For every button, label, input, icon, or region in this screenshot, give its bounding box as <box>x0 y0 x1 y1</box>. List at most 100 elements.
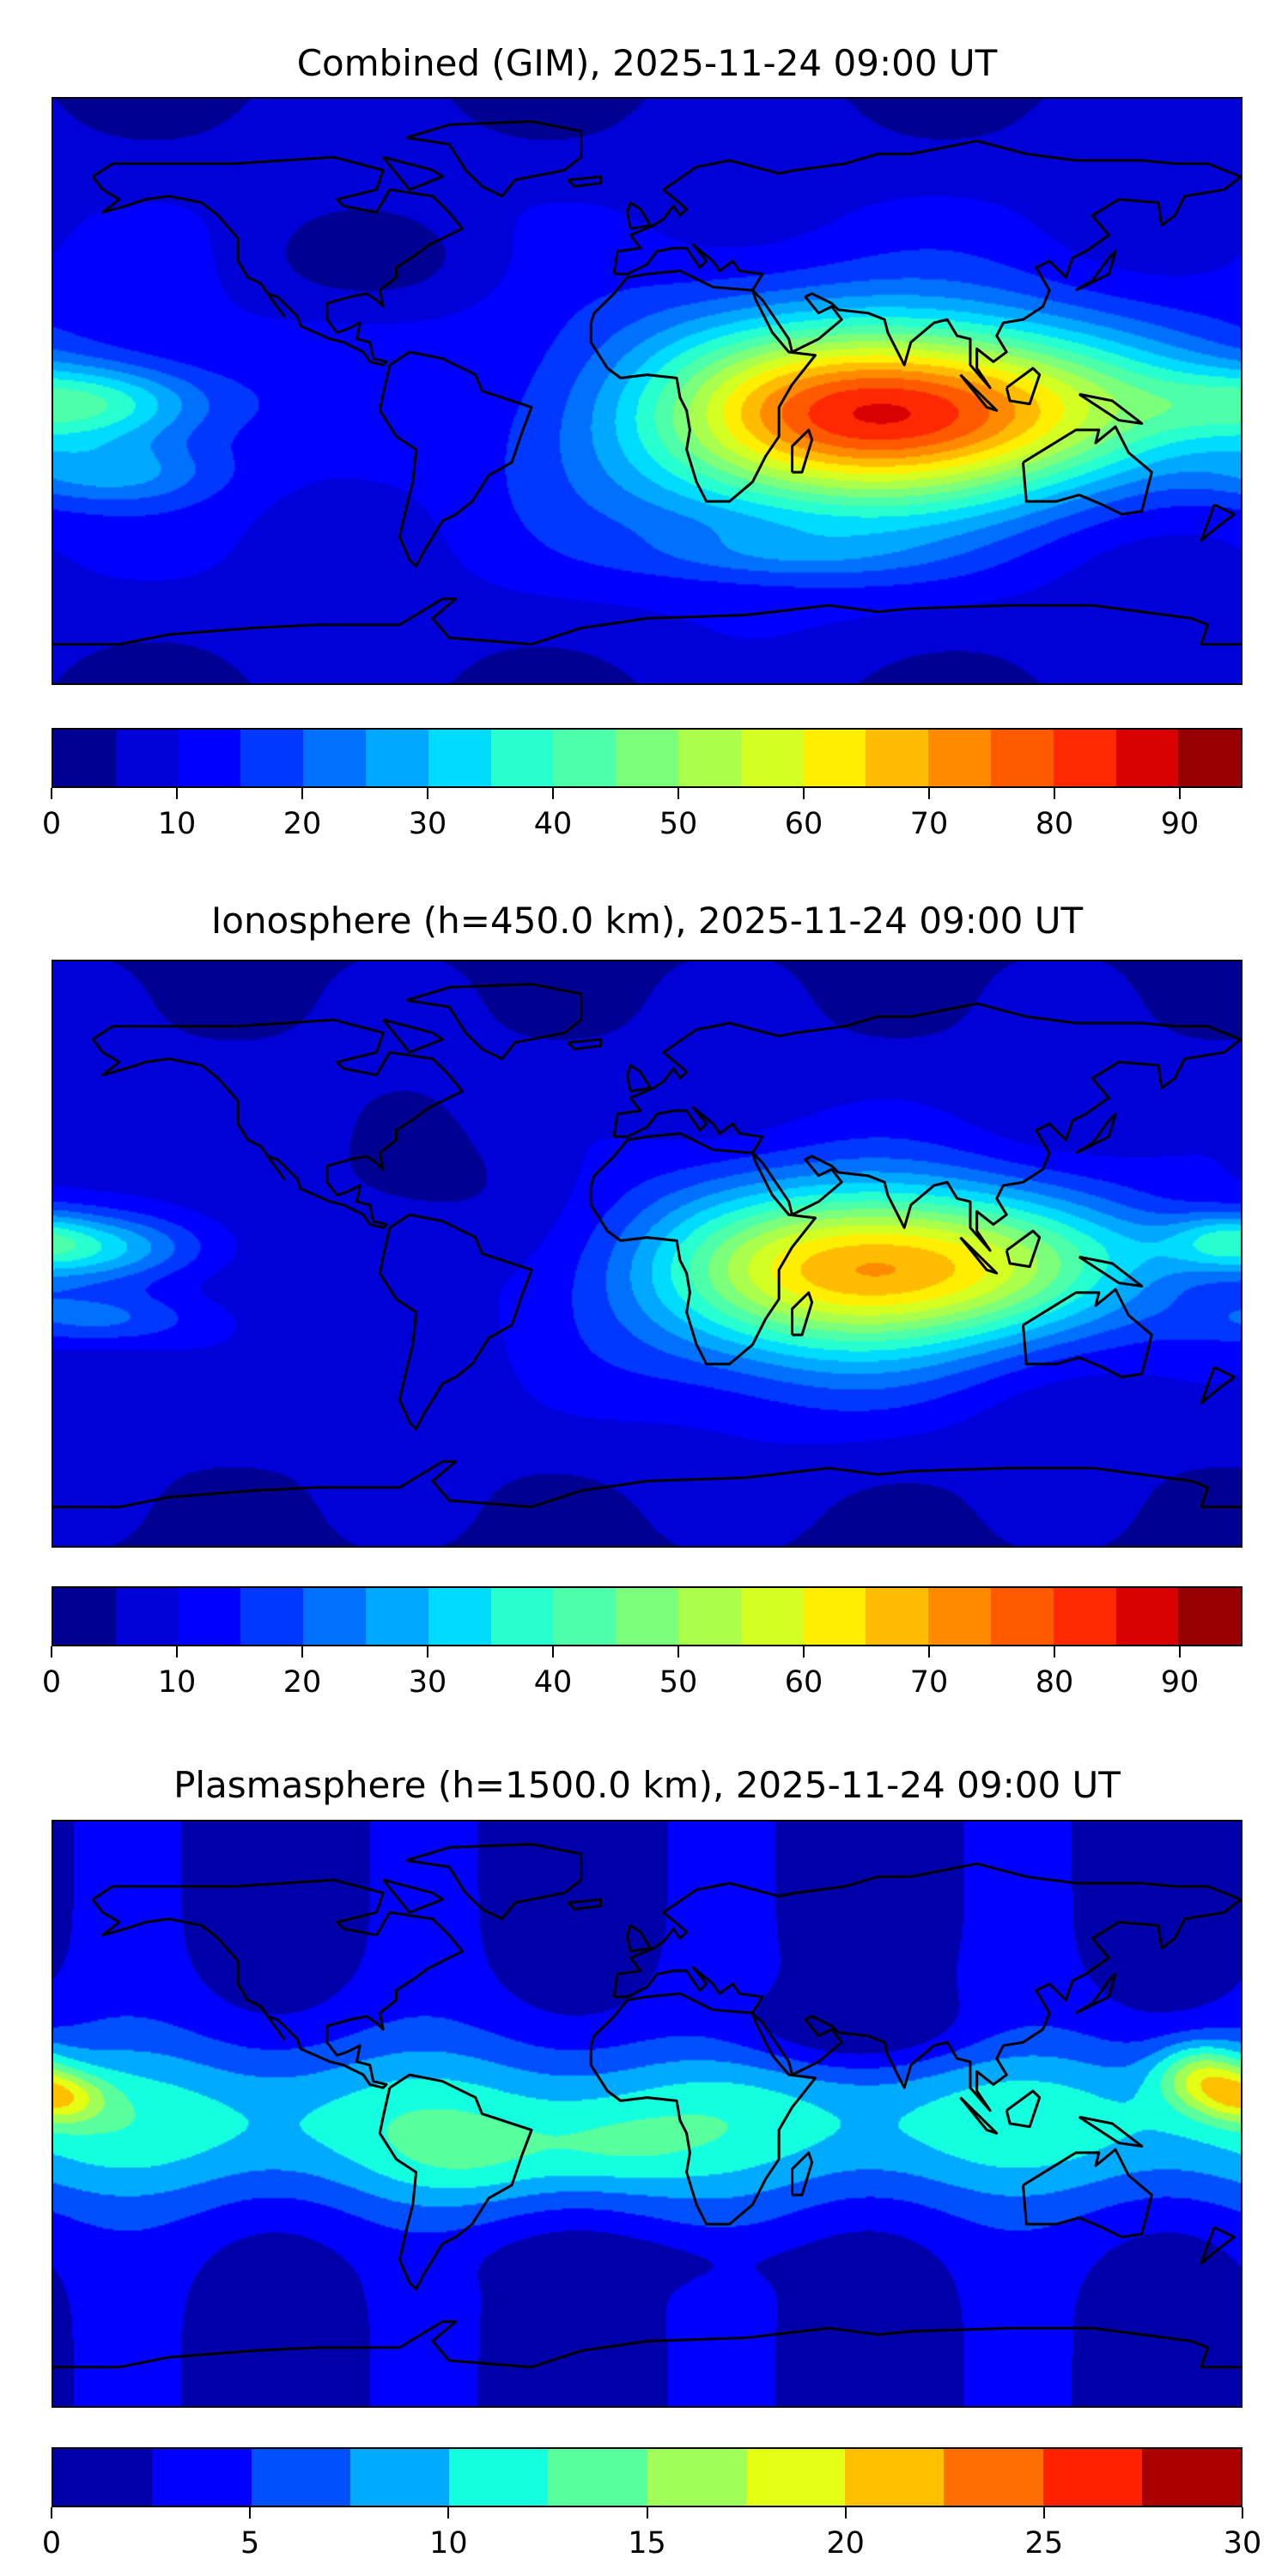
colorbar-level-15 <box>990 1588 1054 1645</box>
coastline-africa <box>591 1134 815 1365</box>
colorbar-level-0 <box>53 730 116 786</box>
coastline-madagascar <box>793 2153 812 2195</box>
coastline-new-zealand <box>1201 505 1234 541</box>
coastline-eurasia <box>614 141 1241 388</box>
coastline-iceland <box>568 1039 600 1049</box>
colorbar-tick-label: 60 <box>784 1665 823 1700</box>
colorbar-tick-label: 15 <box>628 2526 666 2561</box>
colorbar-tick-label: 25 <box>1024 2526 1064 2561</box>
coastlines <box>53 99 1241 683</box>
coastline-north-america <box>93 1020 462 1227</box>
colorbar-tick <box>844 2507 847 2518</box>
colorbar-tick-label: 0 <box>41 1665 62 1700</box>
colorbar-plasmasphere <box>52 2447 1242 2507</box>
coastline-south-america <box>380 2075 532 2289</box>
colorbar-level-8 <box>845 2449 945 2506</box>
coastline-south-america <box>380 1215 532 1429</box>
colorbar-level-2 <box>178 730 241 786</box>
colorbar-level-14 <box>928 730 991 786</box>
colorbar-level-0 <box>53 2449 153 2506</box>
coastline-new-zealand <box>1201 2227 1234 2264</box>
colorbar-level-10 <box>1042 2449 1142 2506</box>
coastline-borneo <box>1006 1231 1039 1267</box>
colorbar-level-5 <box>548 2449 647 2506</box>
colorbar-tick-label: 80 <box>1035 807 1074 841</box>
colorbar-level-3 <box>349 2449 449 2506</box>
coastline-australia <box>1023 2149 1151 2237</box>
coastline-japan <box>1076 252 1115 290</box>
coastline-japan <box>1076 1114 1115 1153</box>
tec-contour-field <box>53 961 1241 1546</box>
colorbar-level-0 <box>53 1588 116 1645</box>
coastline-antarctica <box>53 2322 1241 2367</box>
colorbar-level-8 <box>553 1588 617 1645</box>
colorbar-tick <box>51 788 52 799</box>
colorbar-level-12 <box>803 730 866 786</box>
colorbar-level-5 <box>365 730 428 786</box>
colorbar-level-15 <box>990 730 1054 786</box>
coastline-north-america <box>93 157 462 365</box>
colorbar-tick <box>646 2507 648 2518</box>
colorbar-level-13 <box>866 730 929 786</box>
colorbar-tick <box>51 2507 52 2518</box>
coastline-great-britain <box>627 203 650 228</box>
colorbar-tick-label: 90 <box>1160 807 1200 841</box>
colorbar-tick-label: 50 <box>659 1665 698 1700</box>
colorbar-level-17 <box>1115 730 1179 786</box>
map-plasmasphere <box>52 1820 1242 2408</box>
colorbar-combined <box>52 728 1242 788</box>
coastline-borneo <box>1006 368 1039 404</box>
colorbar-tick-label: 20 <box>826 2526 865 2561</box>
coastline-madagascar <box>793 1293 812 1335</box>
coastline-new-guinea <box>1079 394 1142 423</box>
colorbar-level-3 <box>240 730 304 786</box>
colorbar-ticks-ionosphere: 0 10 20 30 40 50 60 70 80 90 <box>42 1646 1242 1715</box>
colorbar-tick <box>552 788 554 799</box>
colorbar-tick <box>928 788 930 799</box>
colorbar-tick-label: 30 <box>1223 2526 1262 2561</box>
coastline-iceland <box>568 1900 600 1909</box>
coastline-baffin-island <box>383 1880 442 1912</box>
coastline-greenland <box>406 984 581 1058</box>
coastline-baffin-island <box>383 1020 442 1052</box>
colorbar-level-6 <box>428 730 491 786</box>
colorbar-level-14 <box>928 1588 991 1645</box>
colorbar-tick-label: 0 <box>41 2526 62 2561</box>
colorbar-tick <box>427 788 428 799</box>
colorbar-tick <box>427 1646 428 1658</box>
colorbar-level-9 <box>616 1588 678 1645</box>
colorbar-level-4 <box>303 1588 366 1645</box>
coastline-antarctica <box>53 599 1241 645</box>
colorbar-tick <box>677 788 679 799</box>
colorbar-level-3 <box>240 1588 304 1645</box>
colorbar-tick-label: 5 <box>240 2526 260 2561</box>
colorbar-tick-label: 70 <box>909 807 949 841</box>
coastline-sumatra <box>960 2098 996 2134</box>
coastline-japan <box>1076 1974 1115 2013</box>
colorbar-tick <box>1042 2507 1045 2518</box>
colorbar-tick <box>1179 788 1181 799</box>
colorbar-tick-label: 20 <box>283 807 322 841</box>
colorbar-tick <box>803 1646 805 1658</box>
coastline-greenland <box>406 1844 581 1918</box>
colorbar-tick <box>447 2507 450 2518</box>
colorbar-tick <box>176 788 178 799</box>
colorbar-tick-label: 30 <box>408 807 447 841</box>
colorbar-level-2 <box>251 2449 350 2506</box>
coastline-great-britain <box>627 1065 650 1091</box>
colorbar-level-7 <box>490 730 554 786</box>
coastlines <box>53 961 1241 1546</box>
colorbar-level-4 <box>303 730 366 786</box>
colorbar-tick <box>176 1646 178 1658</box>
coastline-new-guinea <box>1079 1257 1142 1286</box>
colorbar-level-17 <box>1115 1588 1179 1645</box>
colorbar-tick <box>301 1646 303 1658</box>
coastlines <box>53 1821 1241 2406</box>
colorbar-level-18 <box>1178 730 1242 786</box>
map-ionosphere <box>52 960 1242 1548</box>
coastline-eurasia <box>614 1864 1241 2111</box>
colorbar-tick-label: 40 <box>533 1665 573 1700</box>
colorbar-ionosphere <box>52 1586 1242 1646</box>
tec-contour-field <box>53 99 1241 683</box>
coastline-australia <box>1023 1289 1151 1377</box>
